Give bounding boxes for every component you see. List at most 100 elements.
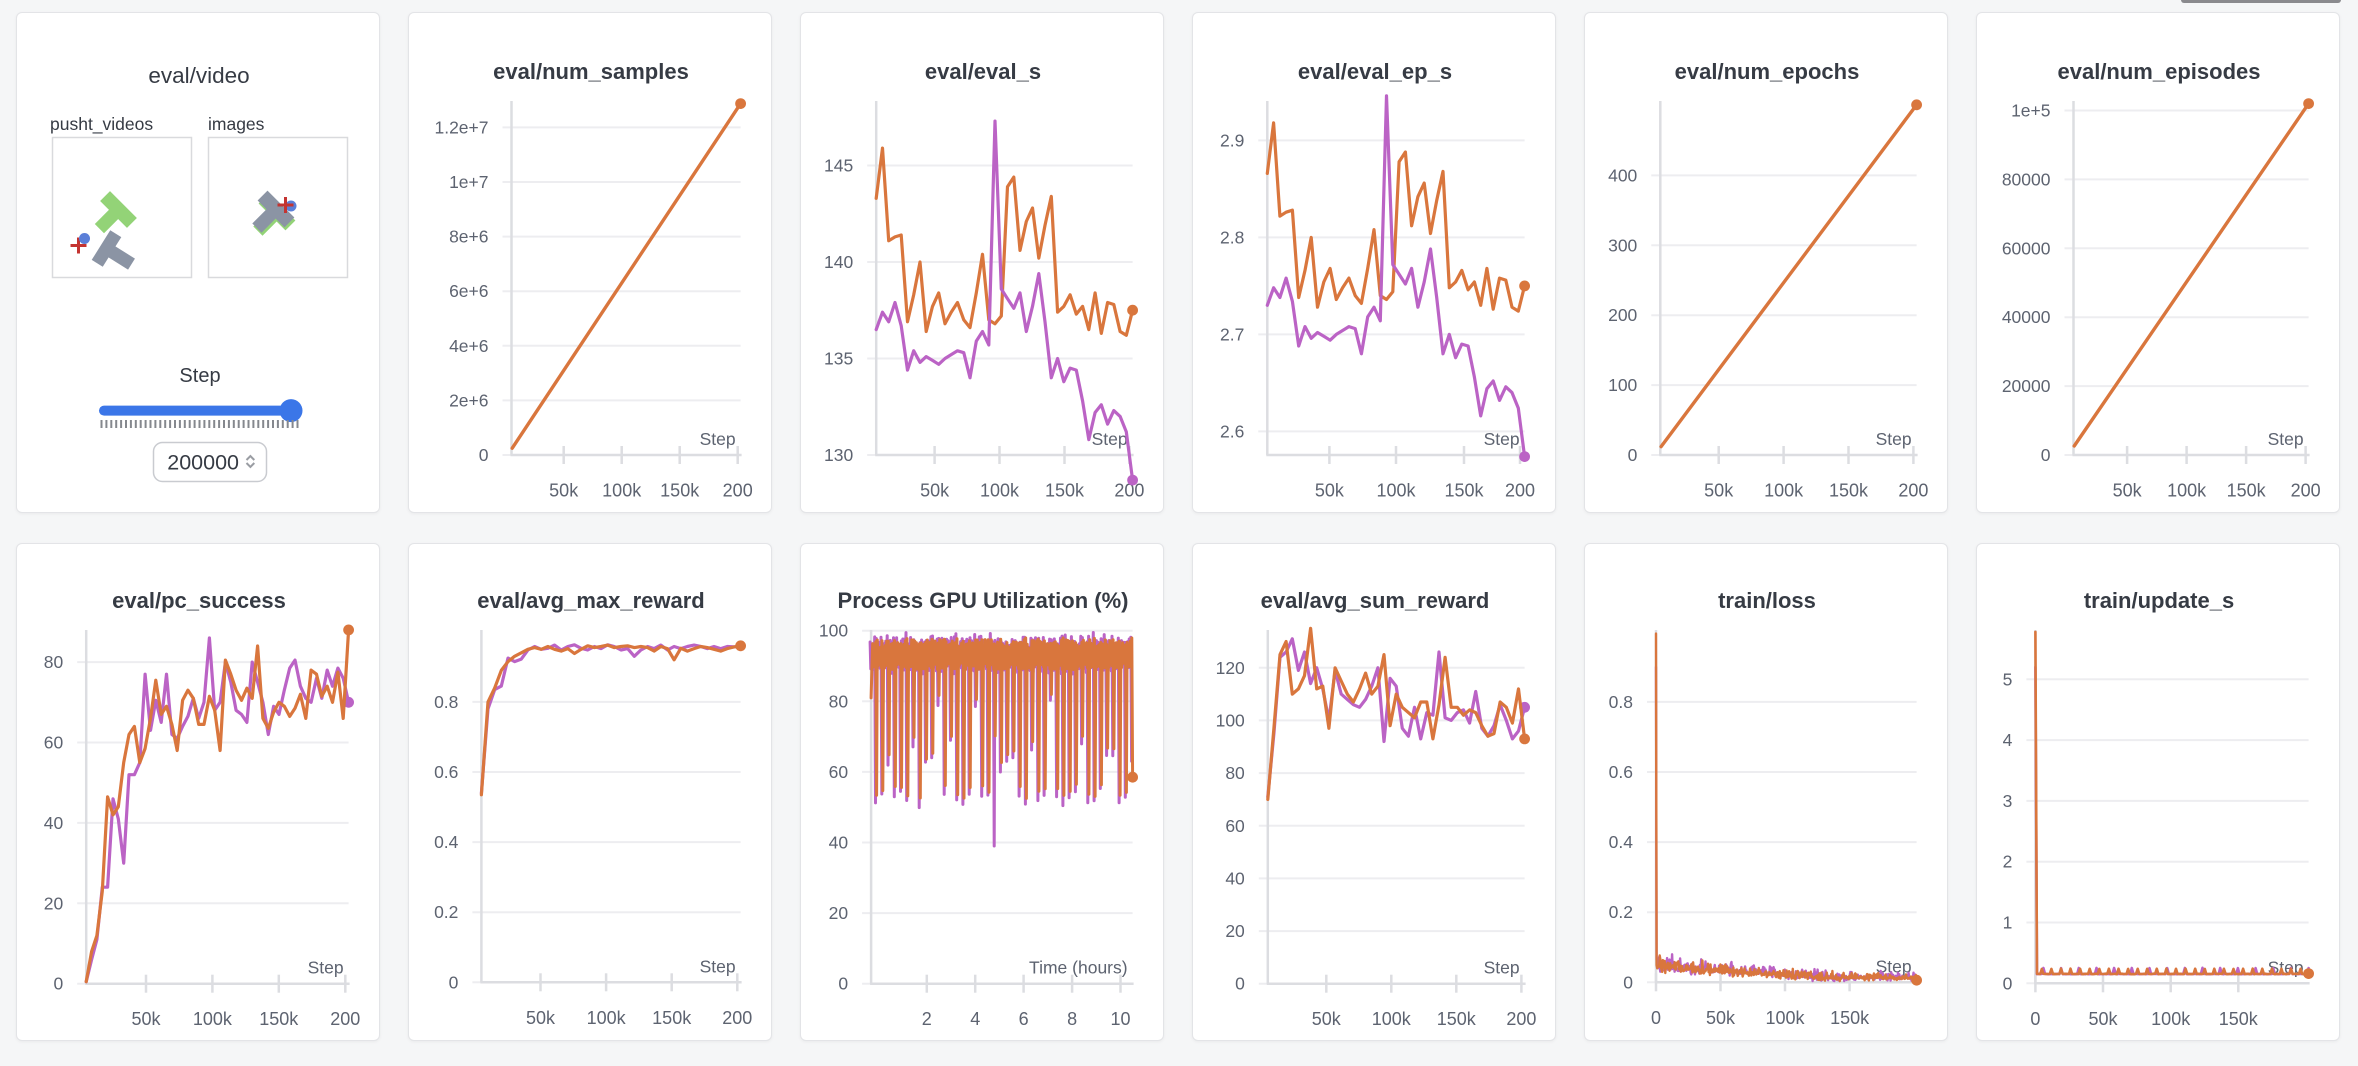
svg-text:20: 20 bbox=[44, 893, 64, 913]
svg-text:1e+5: 1e+5 bbox=[2011, 101, 2050, 121]
svg-text:eval/avg_max_reward: eval/avg_max_reward bbox=[477, 588, 705, 613]
svg-text:Step: Step bbox=[308, 958, 344, 978]
svg-text:100k: 100k bbox=[2151, 1009, 2191, 1029]
svg-text:2: 2 bbox=[922, 1009, 932, 1029]
svg-text:Step: Step bbox=[1484, 958, 1520, 978]
svg-text:Step: Step bbox=[700, 429, 736, 449]
svg-text:20000: 20000 bbox=[2002, 376, 2051, 396]
svg-text:0.6: 0.6 bbox=[1609, 762, 1633, 782]
svg-text:200: 200 bbox=[330, 1009, 360, 1029]
svg-text:eval/num_epochs: eval/num_epochs bbox=[1675, 59, 1860, 84]
svg-text:80000: 80000 bbox=[2002, 169, 2051, 189]
svg-text:200: 200 bbox=[722, 1008, 752, 1028]
svg-text:eval/eval_ep_s: eval/eval_ep_s bbox=[1298, 59, 1452, 84]
svg-text:135: 135 bbox=[824, 349, 853, 369]
svg-text:60: 60 bbox=[1225, 816, 1245, 836]
svg-text:0: 0 bbox=[1623, 972, 1633, 992]
svg-text:20: 20 bbox=[829, 903, 849, 923]
svg-text:400: 400 bbox=[1608, 165, 1637, 185]
svg-text:4: 4 bbox=[2003, 730, 2013, 750]
svg-text:200: 200 bbox=[1505, 481, 1535, 501]
svg-text:0.2: 0.2 bbox=[1609, 902, 1633, 922]
svg-text:50k: 50k bbox=[131, 1009, 161, 1029]
svg-text:1e+7: 1e+7 bbox=[449, 172, 488, 192]
svg-text:50k: 50k bbox=[1312, 1009, 1342, 1029]
svg-text:10: 10 bbox=[1110, 1009, 1130, 1029]
svg-text:4e+6: 4e+6 bbox=[449, 336, 488, 356]
svg-text:50k: 50k bbox=[1706, 1008, 1736, 1028]
svg-text:0: 0 bbox=[2030, 1009, 2040, 1029]
svg-text:50k: 50k bbox=[2113, 481, 2143, 501]
svg-text:eval/num_samples: eval/num_samples bbox=[493, 59, 689, 84]
svg-text:200: 200 bbox=[1506, 1009, 1536, 1029]
svg-text:150k: 150k bbox=[1830, 1008, 1870, 1028]
svg-text:60: 60 bbox=[44, 733, 64, 753]
svg-text:8e+6: 8e+6 bbox=[449, 227, 488, 247]
svg-text:Step: Step bbox=[1876, 956, 1912, 976]
svg-text:200000: 200000 bbox=[167, 451, 239, 475]
svg-text:8: 8 bbox=[1067, 1009, 1077, 1029]
svg-text:0.4: 0.4 bbox=[1609, 832, 1634, 852]
svg-text:0.2: 0.2 bbox=[434, 902, 458, 922]
svg-text:150k: 150k bbox=[652, 1008, 692, 1028]
svg-text:100k: 100k bbox=[980, 481, 1020, 501]
svg-text:130: 130 bbox=[824, 445, 853, 465]
svg-text:200: 200 bbox=[1114, 481, 1144, 501]
svg-text:50k: 50k bbox=[549, 481, 579, 501]
svg-text:eval/avg_sum_reward: eval/avg_sum_reward bbox=[1261, 588, 1490, 613]
svg-text:Step: Step bbox=[2268, 957, 2304, 977]
svg-text:100k: 100k bbox=[1376, 481, 1416, 501]
svg-text:eval/num_episodes: eval/num_episodes bbox=[2058, 59, 2261, 84]
svg-text:0: 0 bbox=[1235, 974, 1245, 994]
svg-text:0: 0 bbox=[2003, 973, 2013, 993]
svg-text:2.6: 2.6 bbox=[1220, 421, 1244, 441]
svg-text:150k: 150k bbox=[259, 1009, 299, 1029]
svg-text:20: 20 bbox=[1225, 921, 1245, 941]
svg-text:Time (hours): Time (hours) bbox=[1029, 958, 1128, 978]
svg-text:6: 6 bbox=[1019, 1009, 1029, 1029]
svg-text:50k: 50k bbox=[1704, 481, 1734, 501]
svg-text:Step: Step bbox=[1092, 429, 1128, 449]
svg-text:0: 0 bbox=[838, 974, 848, 994]
svg-text:5: 5 bbox=[2003, 669, 2013, 689]
svg-text:150k: 150k bbox=[660, 481, 700, 501]
svg-text:2e+6: 2e+6 bbox=[449, 390, 488, 410]
svg-text:150k: 150k bbox=[1829, 481, 1869, 501]
svg-text:50k: 50k bbox=[2088, 1009, 2118, 1029]
svg-text:40: 40 bbox=[829, 833, 849, 853]
svg-text:60000: 60000 bbox=[2002, 238, 2051, 258]
svg-text:Step: Step bbox=[1484, 429, 1520, 449]
svg-text:60: 60 bbox=[829, 762, 849, 782]
svg-text:80: 80 bbox=[1225, 763, 1245, 783]
svg-text:2.9: 2.9 bbox=[1220, 130, 1244, 150]
svg-text:Step: Step bbox=[700, 956, 736, 976]
svg-text:100: 100 bbox=[1608, 375, 1637, 395]
svg-text:Step: Step bbox=[179, 365, 220, 387]
svg-text:0: 0 bbox=[1628, 445, 1638, 465]
svg-text:150k: 150k bbox=[1437, 1009, 1477, 1029]
svg-text:pusht_videos: pusht_videos bbox=[50, 114, 153, 135]
svg-text:0.8: 0.8 bbox=[1609, 692, 1633, 712]
svg-text:0: 0 bbox=[449, 972, 459, 992]
svg-text:150k: 150k bbox=[2219, 1009, 2259, 1029]
svg-text:eval/pc_success: eval/pc_success bbox=[112, 588, 286, 613]
svg-text:145: 145 bbox=[824, 156, 853, 176]
svg-text:300: 300 bbox=[1608, 235, 1637, 255]
svg-text:100k: 100k bbox=[602, 481, 642, 501]
svg-text:6e+6: 6e+6 bbox=[449, 281, 488, 301]
svg-text:Process GPU Utilization (%): Process GPU Utilization (%) bbox=[838, 588, 1129, 613]
svg-text:0: 0 bbox=[479, 445, 489, 465]
svg-text:eval/video: eval/video bbox=[148, 63, 249, 88]
svg-text:0.8: 0.8 bbox=[434, 692, 458, 712]
svg-text:80: 80 bbox=[44, 652, 64, 672]
svg-text:3: 3 bbox=[2003, 791, 2013, 811]
svg-text:0: 0 bbox=[53, 974, 63, 994]
svg-text:images: images bbox=[208, 114, 265, 134]
svg-text:50k: 50k bbox=[526, 1008, 556, 1028]
svg-text:200: 200 bbox=[723, 481, 753, 501]
svg-text:40: 40 bbox=[1225, 868, 1245, 888]
svg-text:100: 100 bbox=[1216, 710, 1245, 730]
svg-text:4: 4 bbox=[970, 1009, 980, 1029]
svg-text:150k: 150k bbox=[2227, 481, 2267, 501]
svg-text:200: 200 bbox=[1898, 481, 1928, 501]
